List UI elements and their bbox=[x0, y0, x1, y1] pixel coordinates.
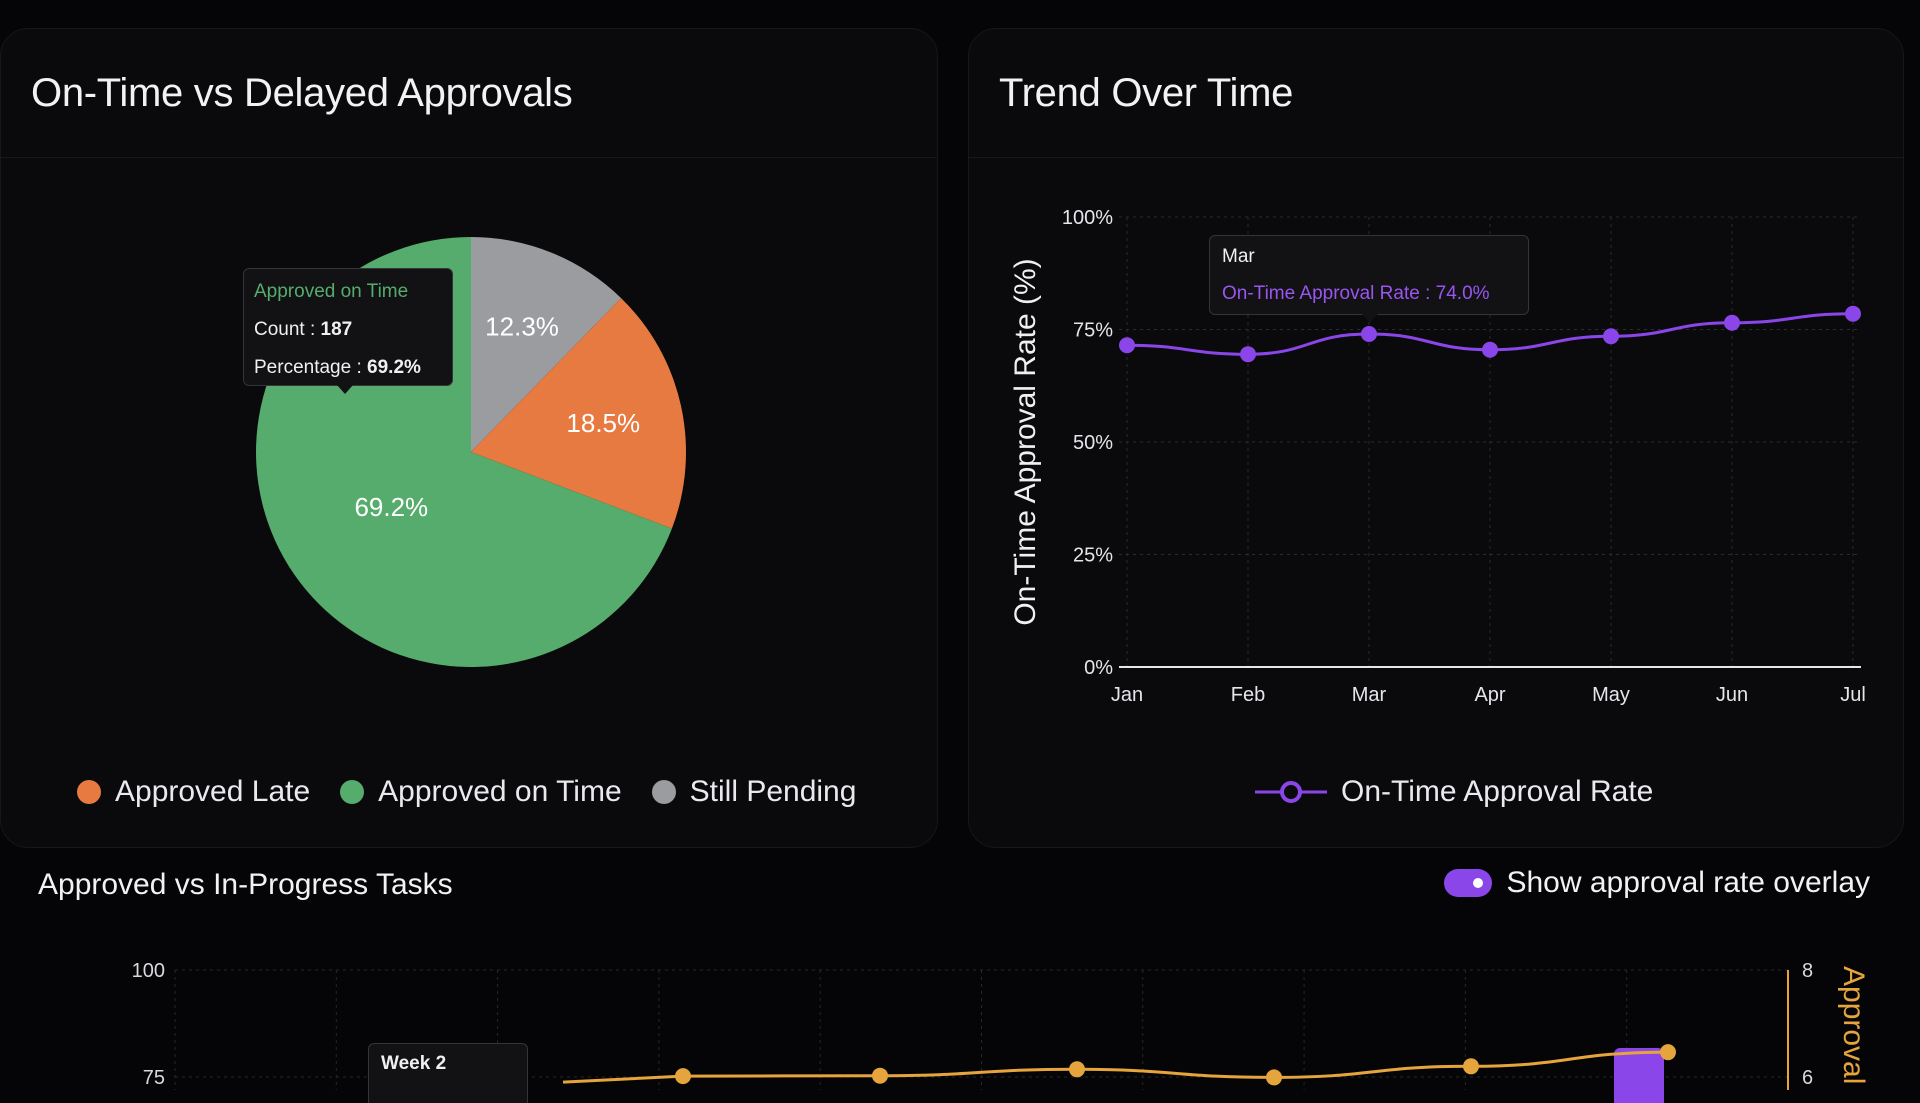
trend-line-chart: 0% 25% 50% 75% 100% Jan Feb Mar Apr May Jun Jul On-T… bbox=[1009, 207, 1866, 706]
legend-label-approved-late: Approved Late bbox=[115, 775, 311, 808]
panel-divider bbox=[969, 157, 1903, 158]
y-tick-label: 0% bbox=[1084, 657, 1113, 679]
legend-dot-still-pending bbox=[651, 780, 676, 804]
x-tick-label: Apr bbox=[1474, 684, 1505, 706]
x-tick-label: May bbox=[1592, 684, 1630, 706]
bottom-chart-title: Approved vs In-Progress Tasks bbox=[38, 868, 453, 901]
toggle-knob bbox=[1468, 873, 1489, 893]
pie-label-approved-on-time: 69.2% bbox=[354, 492, 428, 522]
pie-tooltip-count-value: 187 bbox=[320, 319, 353, 340]
bottom-overlay-point bbox=[1069, 1061, 1085, 1078]
x-tick-label: Jun bbox=[1716, 684, 1748, 706]
bottom-right-tick-label: 6 bbox=[1802, 1067, 1813, 1089]
trend-data-point bbox=[1240, 346, 1256, 363]
trend-data-point bbox=[1845, 305, 1861, 322]
trend-panel-title: Trend Over Time bbox=[999, 71, 1294, 115]
bottom-right-axis-title: Approval bbox=[1837, 966, 1870, 1084]
trend-legend: On-Time Approval Rate bbox=[1255, 775, 1653, 809]
pie-legend: Approved Late Approved on Time Still Pen… bbox=[77, 775, 856, 809]
tooltip-arrow bbox=[337, 385, 353, 394]
y-tick-label: 75% bbox=[1073, 320, 1113, 342]
pie-chart-panel: On-Time vs Delayed Approvals 12.3% 18.5% 6… bbox=[0, 28, 938, 848]
y-axis-title: On-Time Approval Rate (%) bbox=[1009, 258, 1042, 625]
legend-item-on-time-approval-rate[interactable]: On-Time Approval Rate bbox=[1255, 775, 1653, 809]
bottom-overlay-point bbox=[1463, 1058, 1479, 1075]
pie-tooltip-pct-value: 69.2% bbox=[367, 357, 421, 378]
x-tick-label: Feb bbox=[1231, 684, 1265, 706]
pie-slice-approved-late bbox=[471, 298, 686, 529]
legend-label-approved-on-time: Approved on Time bbox=[378, 775, 622, 808]
bottom-tooltip: Week 2 bbox=[368, 1043, 528, 1103]
x-tick-label: Jan bbox=[1111, 684, 1143, 706]
trend-data-point bbox=[1361, 326, 1377, 342]
approval-overlay-toggle[interactable] bbox=[1444, 869, 1493, 897]
trend-tooltip: Mar On-Time Approval Rate : 74.0% bbox=[1209, 235, 1529, 323]
legend-line-marker bbox=[1255, 781, 1327, 803]
bottom-overlay-point bbox=[872, 1067, 888, 1084]
bottom-overlay-point bbox=[675, 1068, 691, 1085]
legend-item-still-pending[interactable]: Still Pending bbox=[651, 775, 857, 809]
bottom-y-tick-label: 75 bbox=[143, 1067, 165, 1089]
pie-chart: 12.3% 18.5% 69.2% bbox=[256, 237, 686, 667]
bottom-y-tick-label: 100 bbox=[132, 960, 165, 982]
trend-data-point bbox=[1724, 314, 1740, 331]
pie-tooltip: Approved on Time Count : 187 Percentage … bbox=[243, 268, 453, 394]
y-tick-label: 100% bbox=[1062, 207, 1113, 229]
legend-dot-approved-late bbox=[77, 780, 101, 804]
pie-tooltip-percentage: Percentage : 69.2% bbox=[254, 357, 421, 379]
trend-tooltip-value: On-Time Approval Rate : 74.0% bbox=[1222, 283, 1490, 304]
legend-item-approved-late[interactable]: Approved Late bbox=[77, 775, 310, 809]
trend-tooltip-title: Mar bbox=[1222, 246, 1255, 267]
pie-tooltip-count-label: Count : bbox=[254, 319, 321, 340]
legend-label-on-time-approval-rate: On-Time Approval Rate bbox=[1341, 775, 1654, 808]
legend-label-still-pending: Still Pending bbox=[689, 775, 857, 808]
bottom-bar bbox=[1614, 1048, 1664, 1103]
pie-tooltip-title: Approved on Time bbox=[254, 281, 409, 302]
y-tick-label: 25% bbox=[1073, 545, 1113, 567]
x-tick-label: Jul bbox=[1840, 684, 1866, 706]
bottom-overlay-line bbox=[562, 1050, 1669, 1084]
bottom-tooltip-title: Week 2 bbox=[381, 1053, 447, 1074]
legend-dot-approved-on-time bbox=[340, 780, 365, 804]
trend-data-point bbox=[1603, 328, 1619, 345]
panel-divider bbox=[1, 157, 937, 158]
pie-label-approved-late: 18.5% bbox=[566, 408, 640, 438]
legend-item-approved-on-time[interactable]: Approved on Time bbox=[340, 775, 622, 809]
pie-tooltip-pct-label: Percentage : bbox=[254, 357, 368, 378]
y-tick-label: 50% bbox=[1073, 432, 1113, 454]
pie-tooltip-count: Count : 187 bbox=[254, 319, 352, 341]
bottom-right-tick-label: 8 bbox=[1802, 960, 1813, 982]
approval-overlay-toggle-label: Show approval rate overlay bbox=[1506, 866, 1870, 899]
bottom-overlay-point bbox=[1266, 1069, 1282, 1086]
bottom-combo-chart: 100 75 8 6 Approval bbox=[132, 960, 1870, 1103]
pie-slice-still-pending bbox=[471, 237, 622, 452]
trend-data-point bbox=[1119, 337, 1135, 354]
pie-panel-title: On-Time vs Delayed Approvals bbox=[31, 71, 573, 115]
trend-chart-panel: Trend Over Time 0% 25% 50% 75% 100% Jan Feb Mar… bbox=[968, 28, 1904, 848]
x-tick-label: Mar bbox=[1352, 684, 1387, 706]
trend-data-point bbox=[1482, 341, 1498, 358]
tooltip-arrow bbox=[1362, 314, 1378, 323]
pie-label-still-pending: 12.3% bbox=[485, 312, 559, 342]
approval-overlay-toggle-control[interactable]: Show approval rate overlay bbox=[1444, 866, 1870, 900]
bottom-overlay-point bbox=[1660, 1044, 1676, 1061]
